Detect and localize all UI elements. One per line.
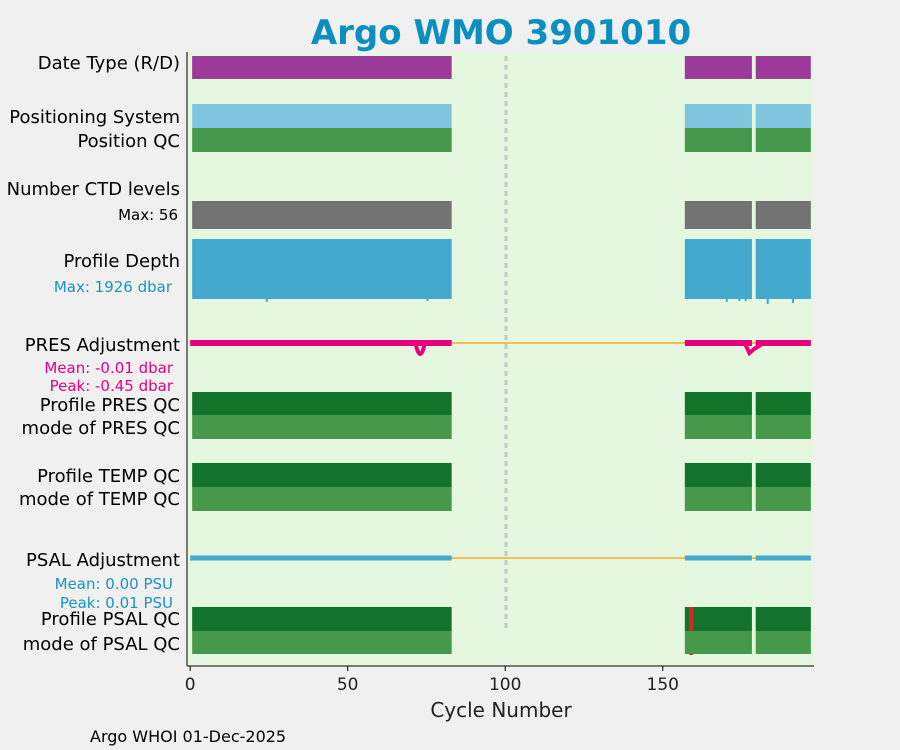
bar-segment <box>755 415 811 439</box>
footer-credit: Argo WHOI 01-Dec-2025 <box>90 727 286 746</box>
adjustment-spike <box>413 342 427 356</box>
row-sublabel: Peak: 0.01 PSU <box>60 594 173 612</box>
depth-notch <box>426 299 429 301</box>
x-tick-label: 50 <box>337 675 359 695</box>
adjustment-wiggle <box>742 341 766 357</box>
row-label: mode of PRES QC <box>22 418 180 439</box>
bar-segment <box>755 128 811 152</box>
row-sublabel: Peak: -0.45 dbar <box>50 377 174 395</box>
row-label: Profile PSAL QC <box>41 609 180 630</box>
bar-segment <box>192 607 452 631</box>
bar-segment <box>684 392 752 415</box>
row-sublabel: Mean: 0.00 PSU <box>55 575 173 593</box>
bar-segment <box>755 487 811 511</box>
row-label: Positioning System <box>9 107 180 128</box>
bar-segment <box>684 128 752 152</box>
depth-notch <box>738 299 741 301</box>
bar-segment <box>684 239 752 299</box>
bar-segment <box>755 607 811 631</box>
bar-segment <box>192 201 452 229</box>
row-label: PRES Adjustment <box>25 335 180 356</box>
bar-segment <box>755 463 811 487</box>
depth-notch <box>265 299 268 302</box>
row-sublabel: Max: 56 <box>118 206 178 224</box>
row-sublabel: Mean: -0.01 dbar <box>44 359 174 377</box>
x-tick-label: 100 <box>489 675 521 695</box>
row-label: Date Type (R/D) <box>38 53 180 74</box>
row-label: mode of PSAL QC <box>23 634 180 655</box>
bar-segment <box>684 56 752 79</box>
bar-segment <box>192 239 452 299</box>
bar-segment <box>684 463 752 487</box>
bar-segment <box>192 128 452 152</box>
row-label: Profile Depth <box>63 251 180 272</box>
bar-segment <box>755 56 811 79</box>
bar-segment <box>192 487 452 511</box>
bar-segment <box>192 392 452 415</box>
bar-segment <box>684 201 752 229</box>
row-label: PSAL Adjustment <box>26 550 180 571</box>
bar-segment <box>684 415 752 439</box>
bar-segment <box>755 104 811 128</box>
depth-notch <box>791 299 794 303</box>
depth-notch <box>744 299 747 301</box>
bar-segment <box>192 463 452 487</box>
bar-segment <box>684 104 752 128</box>
chart-title: Argo WMO 3901010 <box>311 13 691 53</box>
bar-segment <box>192 631 452 654</box>
x-tick-label: 150 <box>647 675 679 695</box>
bar-segment <box>755 239 811 299</box>
depth-notch <box>725 299 728 302</box>
row-label: mode of TEMP QC <box>19 489 180 510</box>
bar-segment <box>192 56 452 79</box>
row-label: Profile TEMP QC <box>37 466 180 487</box>
bar-segment <box>684 487 752 511</box>
bar-segment <box>192 415 452 439</box>
plot-area <box>187 52 814 666</box>
row-label: Position QC <box>77 131 180 152</box>
bar-segment <box>755 201 811 229</box>
bar-segment <box>684 607 752 631</box>
row-label: Number CTD levels <box>7 179 180 200</box>
row-sublabel: Max: 1926 dbar <box>54 278 173 296</box>
x-axis-label: Cycle Number <box>430 698 572 722</box>
row-label: Profile PRES QC <box>40 395 180 416</box>
bar-segment <box>755 631 811 654</box>
bar-segment <box>192 104 452 128</box>
bar-segment <box>755 392 811 415</box>
depth-notch <box>766 299 769 304</box>
x-tick-label: 0 <box>185 675 196 695</box>
bar-segment <box>684 631 752 654</box>
